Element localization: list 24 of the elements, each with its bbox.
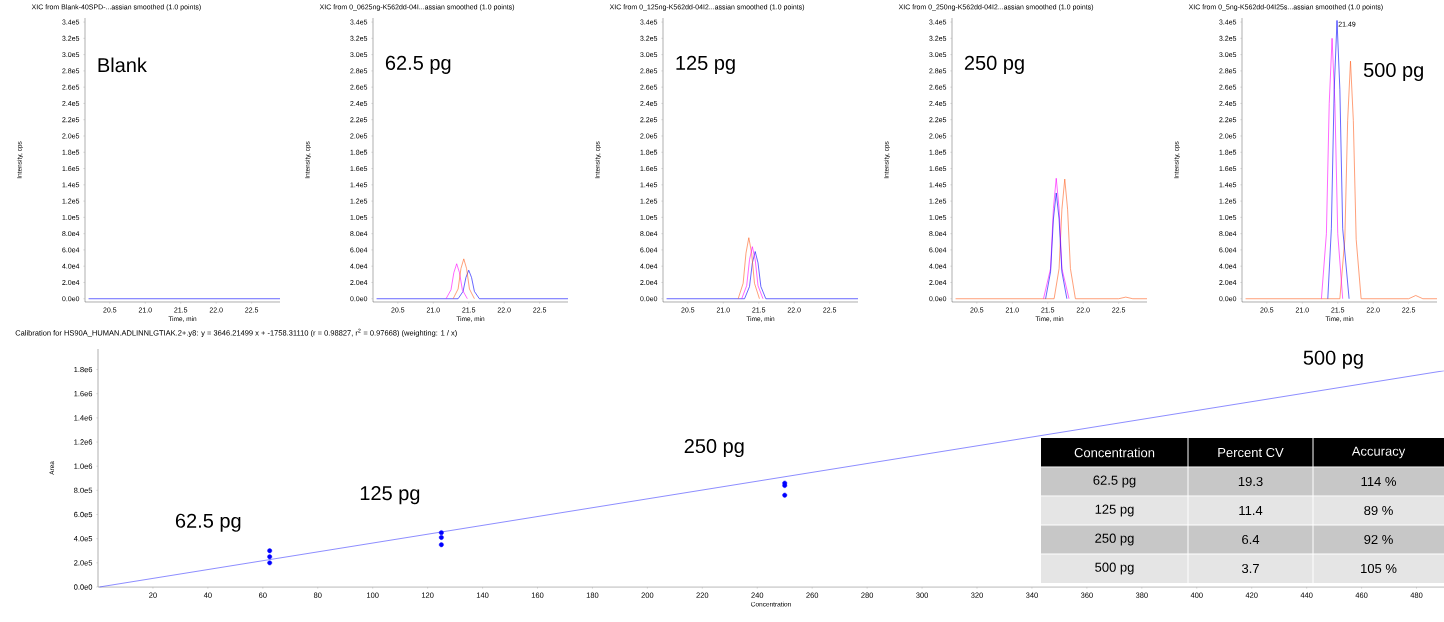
annotation: 125 pg <box>676 55 735 74</box>
annotation: 105 % <box>1361 563 1397 574</box>
annotation: 500 pg <box>1303 350 1363 369</box>
annotation: 250 pg <box>684 438 744 458</box>
annotation: 62.5 pg <box>385 55 451 74</box>
annotation: 89 % <box>1364 505 1393 516</box>
annotation: 3.7 <box>1241 563 1259 574</box>
annotation: 125 pg <box>360 486 420 505</box>
annotation: 11.4 <box>1239 506 1263 515</box>
annotation: Blank <box>98 57 147 73</box>
annotation: 114 % <box>1361 476 1396 487</box>
annotation: 62.5 pg <box>175 513 241 532</box>
annotation: 500 pg <box>1363 62 1423 82</box>
category-label: Concentration <box>1074 447 1155 458</box>
annotation: 500 pg <box>1095 562 1134 575</box>
annotation: 62.5 pg <box>1093 475 1136 488</box>
annotation: 92 % <box>1364 534 1393 545</box>
category-label: Percent CV <box>1218 447 1284 458</box>
annotation: 125 pg <box>1095 504 1134 517</box>
annotation: 19.3 <box>1238 476 1263 487</box>
category-label: Accuracy <box>1351 446 1406 459</box>
annotation: 6.4 <box>1242 534 1260 545</box>
annotation: 250 pg <box>964 55 1024 74</box>
annotation: 250 pg <box>1095 533 1134 546</box>
